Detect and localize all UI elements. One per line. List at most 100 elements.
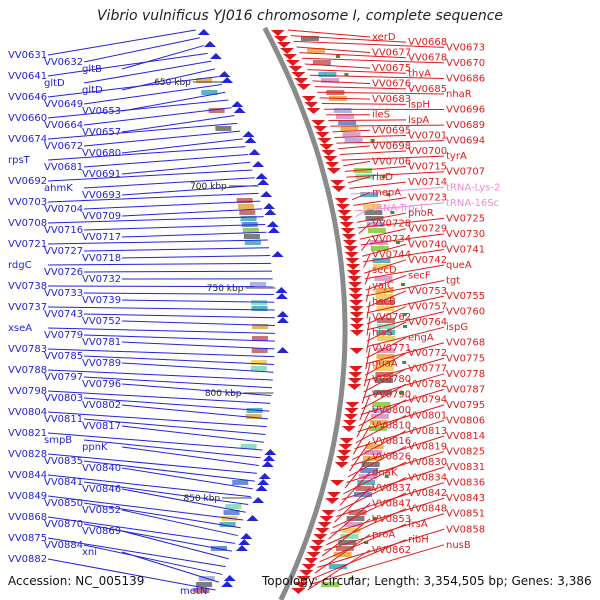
connector-line [121, 208, 263, 217]
connector-line [312, 80, 371, 85]
gene-label: VV0741 [446, 244, 485, 255]
scale-ticks: 650 kbp 700 kbp 750 kbp 800 kbp 850 kbp [154, 78, 276, 504]
connector-line [47, 52, 208, 77]
gene-label: VV0693 [82, 190, 121, 201]
connector-line [47, 29, 196, 56]
gene-label: VV0775 [446, 353, 485, 364]
gene-label: VV0819 [408, 441, 447, 452]
connector-line [341, 466, 445, 500]
cog-block [360, 468, 379, 473]
reverse-gene-mark [252, 161, 265, 167]
cog-block [376, 324, 395, 329]
gene-label: VV0850 [44, 498, 83, 509]
gene-label: VV0816 [372, 436, 411, 447]
gene-label: VV0698 [372, 141, 411, 152]
gene-label: VV0732 [82, 274, 121, 285]
gene-label-metN: metN [180, 586, 207, 597]
connector-line [47, 390, 271, 404]
gene-label: VV0742 [408, 255, 447, 266]
connector-line [83, 270, 272, 273]
connector-line [356, 409, 371, 438]
forward-gene-mark [311, 540, 326, 546]
gene-label: VV0692 [8, 176, 47, 187]
gene-label: VV0718 [82, 253, 121, 264]
gc-mark [364, 541, 369, 544]
reverse-gene-mark [258, 473, 271, 479]
gene-label: VV0752 [82, 316, 121, 327]
gene-label: VV0771 [372, 343, 411, 354]
connector-line [83, 83, 223, 105]
gene-label: VV0814 [446, 431, 485, 442]
gene-label: ahmK [44, 183, 73, 194]
connector-line [290, 35, 407, 43]
forward-gene-mark [330, 180, 345, 186]
cog-block [223, 510, 240, 515]
gene-label: VV0768 [446, 338, 485, 349]
forward-gene-mark [344, 252, 359, 258]
forward-gene-mark [282, 54, 297, 60]
gene-label: VV0849 [8, 491, 47, 502]
label-connectors [47, 29, 445, 591]
tick-label: 800 kbp [205, 389, 242, 399]
connector-line [121, 488, 246, 513]
connector-line [339, 471, 371, 506]
connector-line [362, 243, 407, 257]
connector-line [47, 216, 264, 224]
connector-line [339, 150, 407, 155]
gene-label: VV0840 [82, 463, 121, 474]
gene-label: VV0811 [44, 414, 83, 425]
connector-line [314, 86, 407, 90]
gene-label: gltD [82, 85, 103, 96]
gene-label: VV0696 [446, 105, 485, 116]
gene-label: VV0802 [82, 400, 121, 411]
connector-line [332, 492, 407, 529]
backbone-arc [262, 26, 348, 600]
reverse-gene-mark [248, 149, 261, 155]
reverse-gene-mark [235, 545, 248, 551]
connector-line [121, 551, 220, 583]
gene-label: VV0787 [446, 384, 485, 395]
cog-block [355, 486, 374, 491]
gene-label: VV0660 [8, 113, 47, 124]
connector-line [351, 191, 371, 201]
reverse-gene-mark [266, 221, 279, 227]
gene-label: VV0790 [372, 390, 411, 401]
cog-block [245, 414, 262, 419]
connector-line [366, 321, 407, 342]
connector-line [121, 299, 275, 303]
reverse-gene-mark [276, 311, 289, 317]
map-title: Vibrio vulnificus YJ016 chromosome I, co… [97, 8, 503, 24]
reverse-gene-mark [275, 287, 288, 293]
gene-label: VV0729 [408, 224, 447, 235]
cog-block [232, 480, 249, 485]
forward-gene-mark [347, 378, 362, 384]
gene-label: VV0730 [446, 229, 485, 240]
gene-label: VV0882 [8, 554, 47, 565]
gene-label: VV0725 [446, 213, 485, 224]
connector-line [83, 544, 223, 575]
connector-line [336, 140, 445, 144]
gene-label: hscB [372, 296, 396, 307]
forward-gene-mark [349, 312, 364, 318]
connector-line [357, 217, 445, 229]
gene-label: VV0801 [408, 410, 447, 421]
gene-label: VV0884 [44, 540, 83, 551]
gene-label: VV0743 [44, 309, 83, 320]
gene-label: VV0795 [446, 400, 485, 411]
forward-gene-mark [270, 30, 285, 36]
reverse-gene-mark [246, 515, 259, 521]
gene-label: VV0641 [8, 71, 47, 82]
cog-block [375, 294, 394, 299]
forward-gene-mark [349, 300, 364, 306]
reverse-gene-mark [260, 191, 273, 197]
cog-block [372, 402, 391, 407]
reverse-gene-mark [197, 29, 210, 35]
connector-line [47, 192, 259, 203]
reverse-gene-mark [221, 77, 234, 83]
connector-line [365, 347, 371, 370]
gene-label: tyrA [446, 151, 467, 162]
reverse-gene-mark [261, 461, 274, 467]
connector-line [47, 76, 219, 98]
connector-line [121, 467, 253, 490]
gene-label: VV0733 [44, 288, 83, 299]
